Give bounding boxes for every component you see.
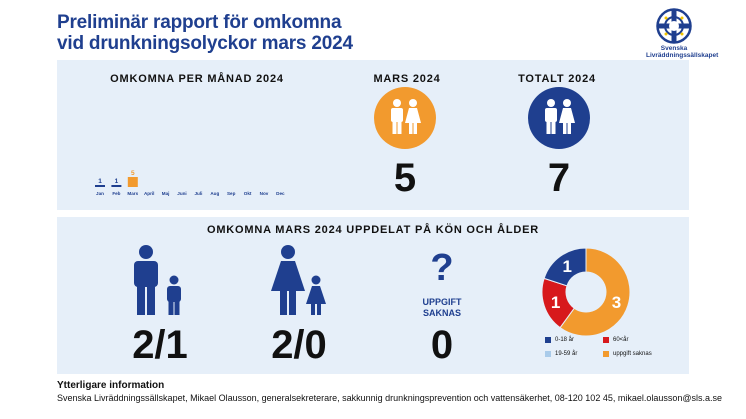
tick-label-mars: Mars (127, 191, 138, 196)
title-line-2: vid drunkningsolyckor mars 2024 (57, 33, 353, 54)
woman-girl-icon (271, 245, 326, 315)
march-heading: MARS 2024 (373, 73, 441, 85)
total-circle (528, 87, 590, 149)
logo-line-1: Svenska (660, 45, 688, 52)
donut-slice-0 (543, 247, 587, 287)
unknown-label: UPPGIFT SAKNAS (402, 297, 482, 319)
bar-mars (127, 177, 138, 187)
age-donut-chart: 3 11 (541, 247, 631, 337)
legend-swatch (545, 351, 551, 357)
legend-label: uppgift saknas (613, 351, 652, 357)
man-woman-icon (391, 99, 421, 134)
summary-panel: OMKOMNA PER MÅNAD 2024 1 Jan 1 Feb 5 Mars Apri… (57, 60, 689, 210)
women-value: 2/0 (271, 323, 327, 367)
tick-label-maj: Maj (162, 191, 170, 196)
unknown-label-line-1: UPPGIFT (422, 297, 462, 307)
tick-label-juni: Juni (177, 191, 186, 196)
tick-label-nov: Nov (260, 191, 269, 196)
march-value: 5 (393, 156, 417, 200)
unknown-label-line-2: SAKNAS (422, 308, 461, 318)
legend-swatch (603, 337, 609, 343)
unknown-value: 0 (430, 323, 454, 367)
donut-slice-3 (559, 247, 631, 337)
tick-label-okt: Okt (244, 191, 252, 196)
breakdown-panel: OMKOMNA MARS 2024 UPPDELAT PÅ KÖN OCH ÅL… (57, 217, 689, 374)
breakdown-heading: OMKOMNA MARS 2024 UPPDELAT PÅ KÖN OCH ÅL… (206, 224, 540, 236)
legend-label: 60<år (613, 337, 629, 343)
title-line-1: Preliminär rapport för omkomna (57, 12, 342, 33)
monthly-heading: OMKOMNA PER MÅNAD 2024 (110, 73, 284, 85)
total-value: 7 (547, 156, 571, 200)
bar-jan (95, 185, 105, 187)
legend-swatch (545, 337, 551, 343)
logo-line-2: Livräddningssällskapet (646, 52, 719, 59)
logo-text: Svenska Livräddningssällskapet (646, 45, 719, 59)
tick-label-april: April (144, 191, 154, 196)
bar-label-feb: 1 (115, 178, 119, 185)
question-mark-icon: ? (430, 247, 454, 289)
footer-title: Ytterligare information (57, 380, 165, 391)
legend-item: uppgift saknas (603, 351, 652, 357)
men-value: 2/1 (132, 323, 188, 367)
man-woman-icon (545, 99, 575, 134)
donut-label-3: 3 (612, 293, 621, 312)
tick-label-jan: Jan (96, 191, 104, 196)
legend-item: 60<år (603, 337, 629, 343)
march-circle (374, 87, 436, 149)
tick-label-aug: Aug (210, 191, 219, 196)
lifebuoy-cross-icon (656, 8, 692, 44)
monthly-bar-chart: 1 Jan 1 Feb 5 Mars April Maj Juni Juli Aug Sep Okt No… (95, 170, 285, 196)
donut-label-0: 1 (562, 257, 571, 276)
bar-label-mars: 5 (131, 170, 135, 177)
legend-swatch (603, 351, 609, 357)
bar-feb (111, 185, 122, 187)
legend-item: 19-59 år (545, 351, 577, 357)
footer-text: Svenska Livräddningssällskapet, Mikael O… (57, 393, 723, 403)
tick-label-dec: Dec (276, 191, 285, 196)
tick-label-sep: Sep (227, 191, 236, 196)
total-heading: TOTALT 2024 (518, 73, 596, 85)
bar-label-jan: 1 (98, 178, 102, 185)
logo: Svenska Livräddningssällskapet (646, 8, 719, 59)
page-title: Preliminär rapport för omkomna vid drunk… (57, 12, 353, 54)
legend-label: 19-59 år (555, 351, 578, 357)
legend-item: 0-18 år (545, 337, 574, 343)
tick-label-feb: Feb (112, 191, 120, 196)
tick-label-juli: Juli (194, 191, 202, 196)
legend-label: 0-18 år (555, 337, 575, 343)
man-boy-icon (134, 245, 181, 315)
donut-label-1: 1 (551, 293, 560, 312)
